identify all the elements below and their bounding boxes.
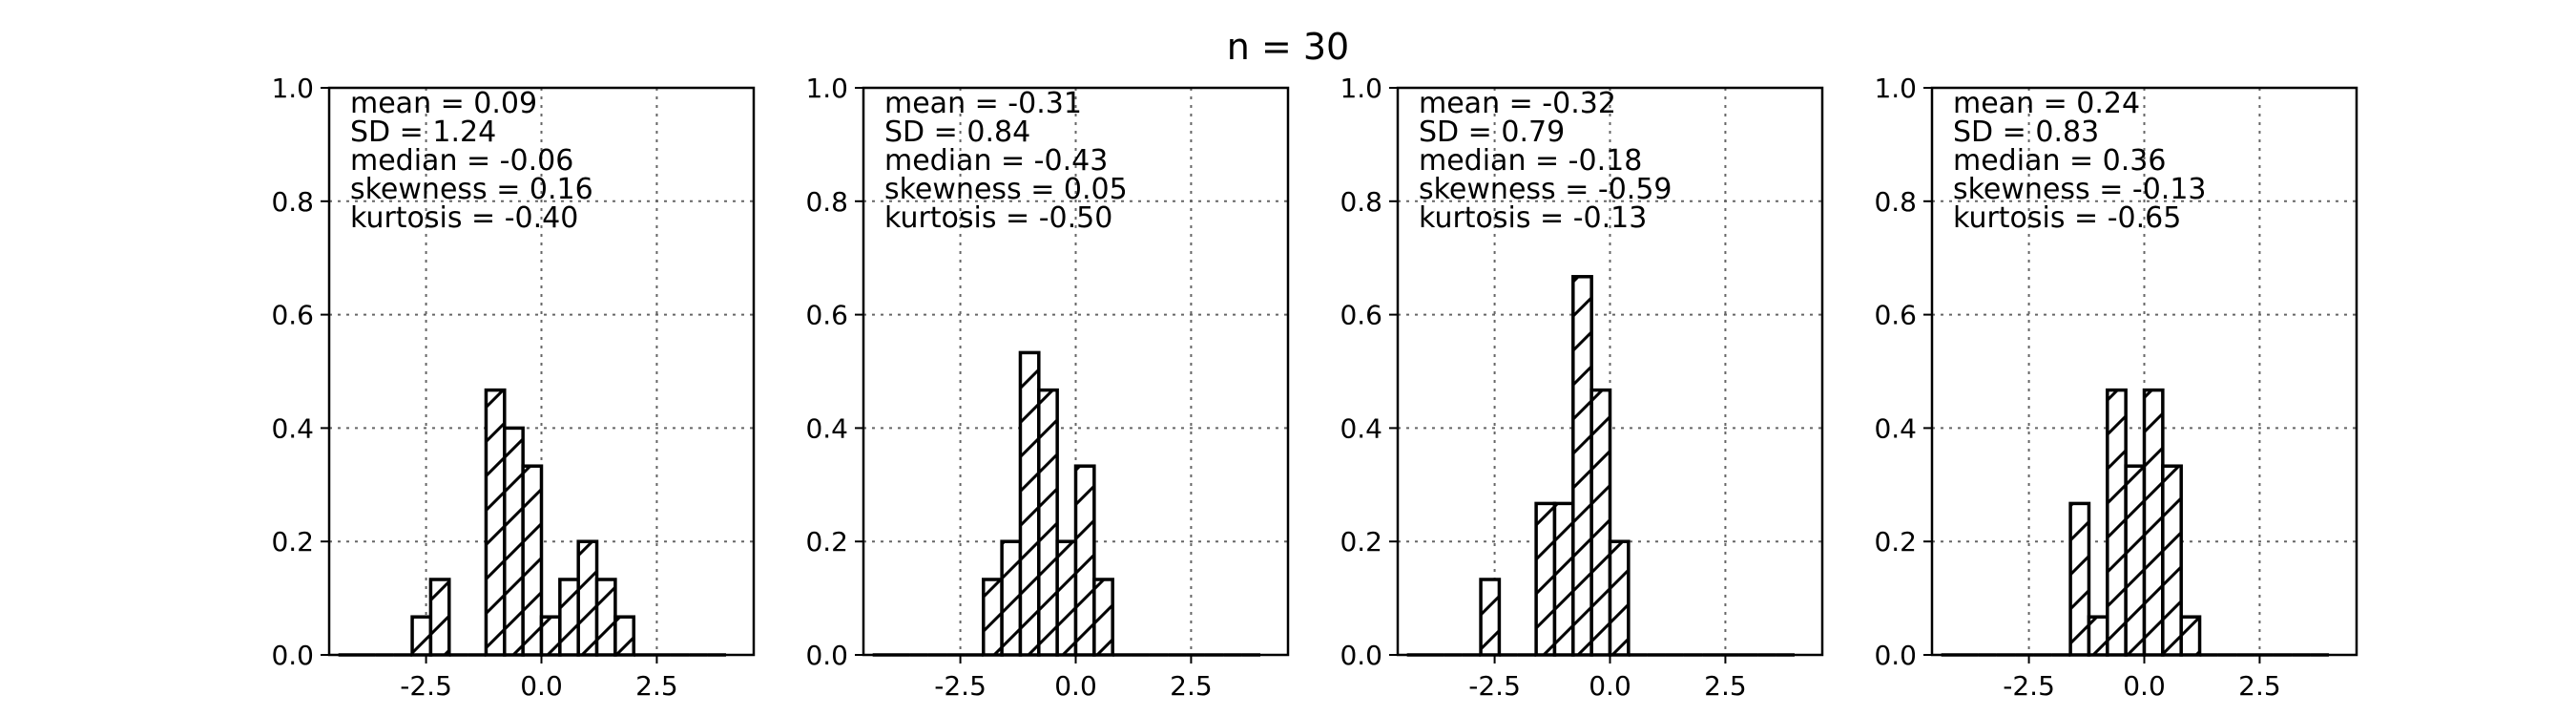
stats-annotation: median = 0.36 [1953, 144, 2166, 178]
y-tick-label: 0.4 [1340, 412, 1382, 444]
histogram-bar [576, 539, 599, 657]
histogram-bar [1037, 388, 1059, 657]
stats-annotation: kurtosis = -0.13 [1419, 201, 1647, 235]
histogram-bar [1571, 275, 1593, 657]
stats-annotation: mean = 0.09 [350, 87, 537, 120]
x-tick-label: 0.0 [1589, 670, 1631, 702]
histogram-bar [2179, 615, 2202, 657]
y-tick-label: 0.6 [1340, 300, 1382, 331]
stats-annotation: skewness = 0.05 [884, 173, 1128, 206]
y-tick-label: 0.6 [1874, 300, 1917, 331]
histogram-bar [539, 615, 562, 657]
histogram-bar [1479, 578, 1502, 657]
y-tick-label: 0.2 [1874, 526, 1917, 558]
histogram-bar [982, 578, 1004, 657]
y-tick-label: 0.2 [805, 526, 848, 558]
histogram-bar [1073, 464, 1096, 657]
histogram-panel-4: 0.0 0.2 0.4 0.6 0.8 1.0 -2.5 0.0 2.5 mean = 0.24S… [1874, 73, 2358, 702]
stats-annotation: median = -0.06 [350, 144, 573, 178]
histogram-bar [1092, 578, 1114, 657]
y-tick-label: 1.0 [1874, 73, 1917, 104]
x-tick-label: 0.0 [520, 670, 563, 702]
histogram-bar [484, 388, 507, 657]
histogram-bar [558, 578, 580, 657]
histogram-bar [1534, 501, 1557, 657]
stats-annotation: kurtosis = -0.65 [1953, 201, 2181, 235]
stats-annotation: kurtosis = -0.40 [350, 201, 578, 235]
histogram-bar [613, 615, 635, 657]
histogram-panel-1: 0.0 0.2 0.4 0.6 0.8 1.0 -2.5 0.0 2.5 mean = 0.09S… [271, 73, 756, 702]
histogram-bar [2142, 388, 2165, 657]
y-tick-label: 0.6 [805, 300, 848, 331]
histogram-bar [521, 464, 544, 657]
y-tick-label: 0.2 [1340, 526, 1382, 558]
y-tick-label: 0.2 [271, 526, 314, 558]
stats-annotation: SD = 0.84 [884, 116, 1030, 149]
y-tick-label: 0.0 [1874, 640, 1917, 671]
y-tick-label: 0.4 [271, 412, 314, 444]
stats-annotation: mean = -0.32 [1419, 87, 1616, 120]
x-tick-label: 2.5 [1170, 670, 1213, 702]
histogram-panel-2: 0.0 0.2 0.4 0.6 0.8 1.0 -2.5 0.0 2.5 mean = -0.31… [805, 73, 1290, 702]
y-tick-label: 1.0 [271, 73, 314, 104]
stats-annotation: mean = 0.24 [1953, 87, 2140, 120]
histogram-bar [1055, 539, 1078, 657]
y-tick-label: 0.4 [1874, 412, 1917, 444]
histogram-bar [503, 426, 525, 657]
histogram-bar [410, 615, 433, 657]
stats-annotation: kurtosis = -0.50 [884, 201, 1112, 235]
histogram-bar [2161, 464, 2183, 657]
histogram-bar [1589, 388, 1612, 657]
histogram-panel-3: 0.0 0.2 0.4 0.6 0.8 1.0 -2.5 0.0 2.5 mean = -0.32… [1340, 73, 1824, 702]
stats-annotation: mean = -0.31 [884, 87, 1082, 120]
histogram-bar [594, 578, 617, 657]
x-tick-label: 2.5 [635, 670, 678, 702]
histogram-bar [1018, 350, 1041, 657]
y-tick-label: 0.8 [805, 186, 848, 218]
stats-annotation: skewness = -0.59 [1419, 173, 1672, 206]
x-tick-label: 2.5 [1704, 670, 1747, 702]
y-tick-label: 0.8 [1340, 186, 1382, 218]
histogram-bar [2068, 501, 2091, 657]
histogram-bar [2087, 615, 2109, 657]
y-tick-label: 0.0 [805, 640, 848, 671]
x-tick-label: 2.5 [2238, 670, 2281, 702]
y-tick-label: 0.0 [1340, 640, 1382, 671]
y-tick-label: 1.0 [1340, 73, 1382, 104]
x-tick-label: -2.5 [400, 670, 452, 702]
y-tick-label: 1.0 [805, 73, 848, 104]
stats-annotation: skewness = -0.13 [1953, 173, 2207, 206]
x-tick-label: 0.0 [1054, 670, 1097, 702]
stats-annotation: SD = 1.24 [350, 116, 496, 149]
histogram-bar [1608, 539, 1631, 657]
stats-annotation: median = -0.18 [1419, 144, 1642, 178]
stats-annotation: median = -0.43 [884, 144, 1108, 178]
y-tick-label: 0.6 [271, 300, 314, 331]
histogram-bar [1000, 539, 1023, 657]
y-tick-label: 0.0 [271, 640, 314, 671]
stats-annotation: SD = 0.79 [1419, 116, 1565, 149]
x-tick-label: 0.0 [2123, 670, 2166, 702]
histogram-bar [2124, 464, 2147, 657]
y-tick-label: 0.4 [805, 412, 848, 444]
histogram-bar [428, 578, 451, 657]
x-tick-label: -2.5 [934, 670, 987, 702]
stats-annotation: skewness = 0.16 [350, 173, 593, 206]
x-tick-label: -2.5 [1468, 670, 1521, 702]
y-tick-label: 0.8 [1874, 186, 1917, 218]
figure-title: n = 30 [1227, 26, 1349, 68]
stats-annotation: SD = 0.83 [1953, 116, 2099, 149]
histogram-bar [2106, 388, 2128, 657]
y-tick-label: 0.8 [271, 186, 314, 218]
histogram-bar [1552, 501, 1575, 657]
x-tick-label: -2.5 [2003, 670, 2055, 702]
